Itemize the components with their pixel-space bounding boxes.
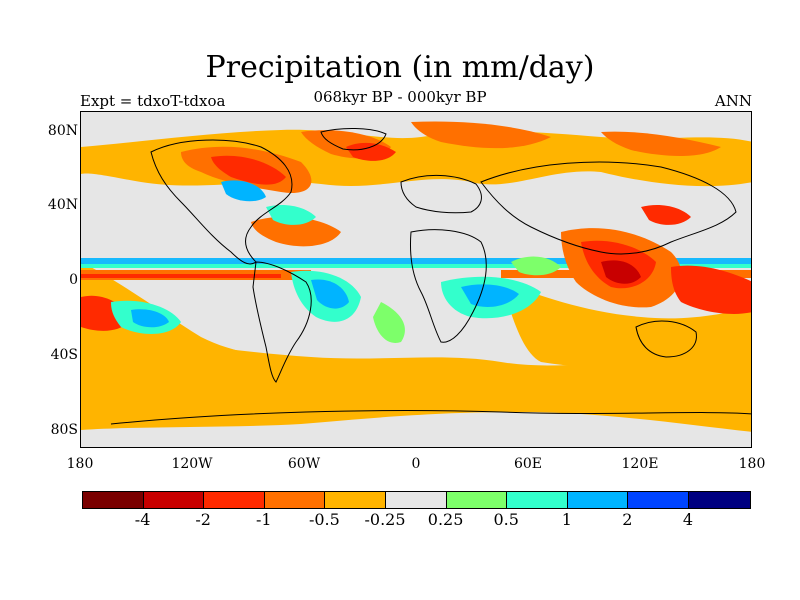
y-tick-label: 40S: [50, 347, 78, 363]
y-tick-label: 0: [69, 272, 78, 288]
x-tick-label: 180: [66, 456, 94, 472]
x-tick-label: 60W: [287, 456, 321, 472]
x-tick-label: 0: [411, 456, 421, 472]
x-tick-label: 120W: [171, 456, 213, 472]
color-bar-label: -0.25: [364, 510, 406, 529]
x-tick-label: 120E: [621, 456, 659, 472]
experiment-label: Expt = tdxoT-tdxoa: [80, 92, 226, 110]
color-bar-swatch: [264, 492, 326, 508]
color-bar-swatch: [688, 492, 750, 508]
y-tick-label: 80S: [50, 422, 78, 438]
map-svg: [81, 112, 751, 447]
color-bar-swatch: [83, 492, 144, 508]
season-label: ANN: [714, 92, 752, 110]
plot-title: Precipitation (in mm/day): [205, 50, 595, 85]
color-bar-swatch: [628, 492, 689, 508]
color-bar-label: 0.5: [493, 510, 519, 529]
color-bar-swatch: [567, 492, 629, 508]
x-tick-label: 180: [738, 456, 766, 472]
color-bar-label: -4: [134, 510, 151, 529]
color-bar-swatch: [446, 492, 508, 508]
color-bar-label: 2: [622, 510, 633, 529]
color-bar: [82, 491, 751, 509]
y-tick-label: 40N: [47, 197, 78, 213]
color-bar-label: -0.5: [308, 510, 340, 529]
color-bar-swatch: [507, 492, 568, 508]
x-tick-label: 60E: [513, 456, 543, 472]
color-bar-label: 1: [561, 510, 572, 529]
color-bar-swatch: [325, 492, 386, 508]
color-bar-label: -1: [256, 510, 272, 529]
y-tick-label: 80N: [47, 123, 78, 139]
precipitation-map: [80, 111, 752, 448]
color-bar-swatch: [385, 492, 447, 508]
period-label: 068kyr BP - 000kyr BP: [313, 88, 487, 106]
color-bar-label: -2: [195, 510, 211, 529]
color-bar-label: 0.25: [427, 510, 464, 529]
color-bar-swatch: [204, 492, 265, 508]
color-bar-swatch: [143, 492, 205, 508]
color-bar-label: 4: [682, 510, 694, 529]
